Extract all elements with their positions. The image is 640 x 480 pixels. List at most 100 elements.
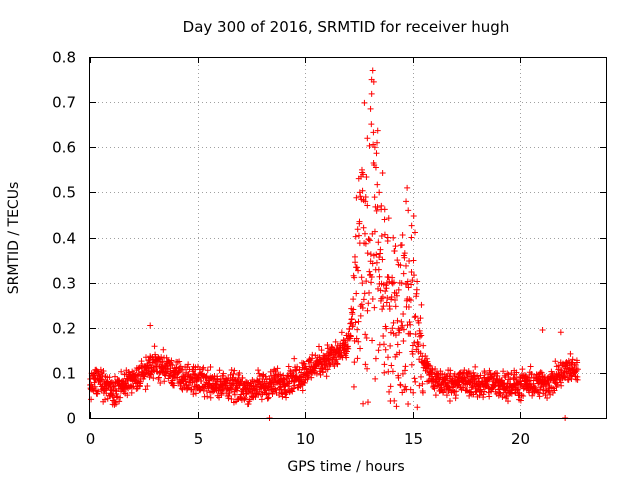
data-point — [386, 388, 393, 395]
y-tick-label: 0.5 — [52, 184, 76, 202]
data-point — [347, 333, 354, 340]
data-point — [453, 388, 460, 395]
data-point — [360, 296, 367, 303]
data-point — [289, 388, 296, 395]
y-tick-label: 0.8 — [52, 49, 76, 67]
y-tick-label: 0.1 — [52, 365, 76, 383]
data-point — [99, 372, 106, 379]
data-point — [374, 285, 381, 292]
data-point — [431, 385, 438, 392]
data-point — [381, 369, 388, 376]
data-point — [356, 218, 363, 225]
data-point — [362, 194, 369, 201]
data-point — [410, 389, 417, 396]
data-point — [350, 296, 357, 303]
data-point — [351, 274, 358, 281]
data-point — [158, 359, 165, 366]
data-point — [362, 240, 369, 247]
data-point — [464, 387, 471, 394]
data-point — [525, 378, 532, 385]
data-point — [403, 198, 410, 205]
data-point — [463, 387, 470, 394]
data-point — [388, 362, 395, 369]
data-point — [443, 392, 450, 399]
data-point — [159, 358, 166, 365]
data-point — [415, 319, 422, 326]
data-point — [116, 398, 123, 405]
data-point — [417, 315, 424, 322]
data-point — [156, 369, 163, 376]
data-point — [262, 373, 269, 380]
data-point — [207, 363, 214, 370]
data-point — [387, 342, 394, 349]
data-point — [413, 286, 420, 293]
data-point — [499, 377, 506, 384]
data-point — [393, 403, 400, 410]
data-point — [194, 375, 201, 382]
data-point — [106, 374, 113, 381]
data-point — [133, 385, 140, 392]
data-point — [239, 374, 246, 381]
data-point — [283, 394, 290, 401]
data-point — [351, 359, 358, 366]
data-point — [142, 386, 149, 393]
data-point — [372, 355, 379, 362]
y-axis-title: SRMTID / TECUs — [6, 182, 22, 295]
data-point — [362, 198, 369, 205]
data-point — [264, 395, 271, 402]
data-point — [263, 390, 270, 397]
data-point — [124, 392, 131, 399]
data-point — [158, 354, 165, 361]
data-point — [416, 382, 423, 389]
data-point — [405, 401, 412, 408]
data-point — [394, 257, 401, 264]
data-point — [420, 342, 427, 349]
data-point — [400, 326, 407, 333]
x-tick-label: 0 — [86, 430, 96, 448]
data-point — [376, 189, 383, 196]
data-point — [364, 250, 371, 257]
data-point — [400, 252, 407, 259]
data-point — [546, 388, 553, 395]
data-point — [369, 337, 376, 344]
data-point — [318, 347, 325, 354]
data-point — [192, 390, 199, 397]
data-point — [163, 354, 170, 361]
data-point — [128, 389, 135, 396]
data-point — [372, 375, 379, 382]
data-point — [394, 341, 401, 348]
data-point — [147, 322, 154, 329]
data-point — [384, 294, 391, 301]
data-point — [384, 234, 391, 241]
data-point — [401, 367, 408, 374]
data-point — [400, 337, 407, 344]
data-point — [354, 326, 361, 333]
y-tick-label: 0 — [66, 410, 76, 428]
data-point — [360, 224, 367, 231]
data-point — [365, 236, 372, 243]
data-point — [376, 273, 383, 280]
data-point — [354, 355, 361, 362]
data-point — [291, 355, 298, 362]
data-point — [418, 332, 425, 339]
data-point — [300, 360, 307, 367]
data-point — [364, 307, 371, 314]
data-point — [404, 184, 411, 191]
x-tick-labels: 0 5 10 15 20 — [86, 430, 530, 448]
y-tick-label: 0.2 — [52, 320, 76, 338]
data-point — [285, 363, 292, 370]
data-point — [368, 273, 375, 280]
data-point — [226, 389, 233, 396]
data-point — [380, 341, 387, 348]
data-point — [364, 202, 371, 209]
data-point — [362, 361, 369, 368]
data-point — [386, 305, 393, 312]
data-point — [231, 391, 238, 398]
data-point — [366, 142, 373, 149]
data-point — [389, 274, 396, 281]
data-point — [369, 260, 376, 267]
data-point — [375, 347, 382, 354]
data-point — [203, 373, 210, 380]
data-point — [394, 317, 401, 324]
data-point — [427, 370, 434, 377]
